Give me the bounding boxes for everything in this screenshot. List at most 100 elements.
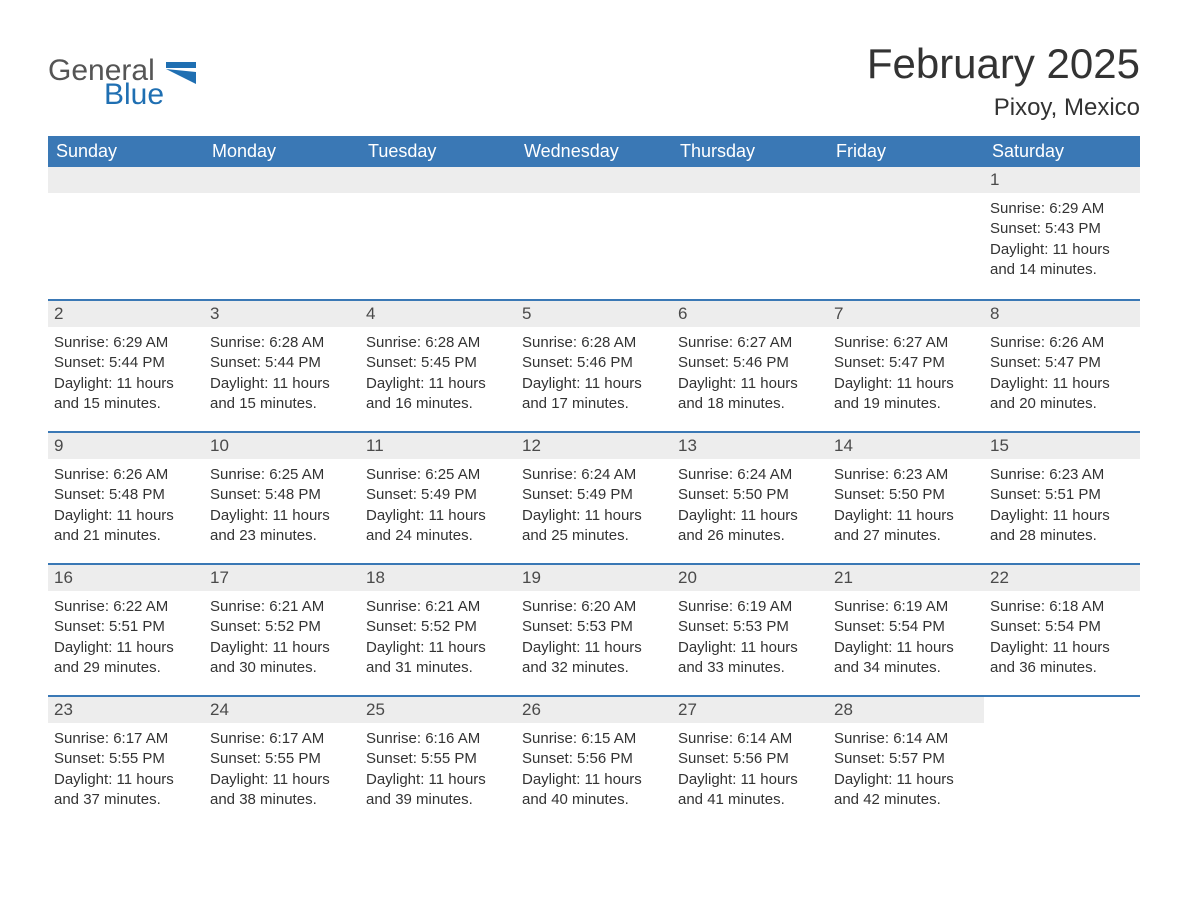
sunset-text: Sunset: 5:55 PM — [210, 749, 354, 769]
day-number: 4 — [360, 301, 516, 327]
day-cell — [516, 167, 672, 291]
sunrise-text: Sunrise: 6:29 AM — [990, 199, 1134, 219]
sunrise-text: Sunrise: 6:29 AM — [54, 333, 198, 353]
sunset-text: Sunset: 5:50 PM — [834, 485, 978, 505]
sunrise-text: Sunrise: 6:21 AM — [366, 597, 510, 617]
title-block: February 2025 Pixoy, Mexico — [867, 40, 1140, 122]
daylight-text: Daylight: 11 hours and 23 minutes. — [210, 506, 354, 547]
day-number: 23 — [48, 697, 204, 723]
day-details: Sunrise: 6:27 AMSunset: 5:47 PMDaylight:… — [828, 327, 984, 414]
daylight-text: Daylight: 11 hours and 37 minutes. — [54, 770, 198, 811]
day-number: 6 — [672, 301, 828, 327]
day-details: Sunrise: 6:17 AMSunset: 5:55 PMDaylight:… — [204, 723, 360, 810]
daylight-text: Daylight: 11 hours and 19 minutes. — [834, 374, 978, 415]
sunset-text: Sunset: 5:47 PM — [990, 353, 1134, 373]
day-cell: 19Sunrise: 6:20 AMSunset: 5:53 PMDayligh… — [516, 565, 672, 687]
day-details: Sunrise: 6:15 AMSunset: 5:56 PMDaylight:… — [516, 723, 672, 810]
day-cell — [48, 167, 204, 291]
day-cell: 10Sunrise: 6:25 AMSunset: 5:48 PMDayligh… — [204, 433, 360, 555]
sunset-text: Sunset: 5:54 PM — [990, 617, 1134, 637]
sunrise-text: Sunrise: 6:24 AM — [678, 465, 822, 485]
day-details: Sunrise: 6:22 AMSunset: 5:51 PMDaylight:… — [48, 591, 204, 678]
sunset-text: Sunset: 5:50 PM — [678, 485, 822, 505]
daylight-text: Daylight: 11 hours and 24 minutes. — [366, 506, 510, 547]
sunrise-text: Sunrise: 6:26 AM — [54, 465, 198, 485]
sunrise-text: Sunrise: 6:19 AM — [678, 597, 822, 617]
sunset-text: Sunset: 5:44 PM — [54, 353, 198, 373]
day-cell: 9Sunrise: 6:26 AMSunset: 5:48 PMDaylight… — [48, 433, 204, 555]
sunset-text: Sunset: 5:53 PM — [522, 617, 666, 637]
sunrise-text: Sunrise: 6:21 AM — [210, 597, 354, 617]
day-details: Sunrise: 6:23 AMSunset: 5:50 PMDaylight:… — [828, 459, 984, 546]
sunrise-text: Sunrise: 6:27 AM — [834, 333, 978, 353]
day-cell: 23Sunrise: 6:17 AMSunset: 5:55 PMDayligh… — [48, 697, 204, 819]
day-details: Sunrise: 6:26 AMSunset: 5:47 PMDaylight:… — [984, 327, 1140, 414]
day-cell: 21Sunrise: 6:19 AMSunset: 5:54 PMDayligh… — [828, 565, 984, 687]
sunrise-text: Sunrise: 6:26 AM — [990, 333, 1134, 353]
logo: General Blue — [48, 58, 196, 107]
day-number: 20 — [672, 565, 828, 591]
daylight-text: Daylight: 11 hours and 41 minutes. — [678, 770, 822, 811]
week-row: 2Sunrise: 6:29 AMSunset: 5:44 PMDaylight… — [48, 299, 1140, 431]
location: Pixoy, Mexico — [867, 94, 1140, 122]
sunrise-text: Sunrise: 6:20 AM — [522, 597, 666, 617]
sunset-text: Sunset: 5:57 PM — [834, 749, 978, 769]
day-details: Sunrise: 6:24 AMSunset: 5:50 PMDaylight:… — [672, 459, 828, 546]
day-details: Sunrise: 6:24 AMSunset: 5:49 PMDaylight:… — [516, 459, 672, 546]
daylight-text: Daylight: 11 hours and 29 minutes. — [54, 638, 198, 679]
sunset-text: Sunset: 5:48 PM — [210, 485, 354, 505]
sunrise-text: Sunrise: 6:23 AM — [990, 465, 1134, 485]
sunset-text: Sunset: 5:49 PM — [522, 485, 666, 505]
day-cell: 3Sunrise: 6:28 AMSunset: 5:44 PMDaylight… — [204, 301, 360, 423]
daylight-text: Daylight: 11 hours and 42 minutes. — [834, 770, 978, 811]
day-number: 9 — [48, 433, 204, 459]
sunset-text: Sunset: 5:54 PM — [834, 617, 978, 637]
daylight-text: Daylight: 11 hours and 40 minutes. — [522, 770, 666, 811]
day-number: 15 — [984, 433, 1140, 459]
weekday-header: Monday — [204, 136, 360, 167]
day-number: 26 — [516, 697, 672, 723]
logo-text: General Blue — [48, 58, 164, 107]
day-cell: 5Sunrise: 6:28 AMSunset: 5:46 PMDaylight… — [516, 301, 672, 423]
day-details: Sunrise: 6:17 AMSunset: 5:55 PMDaylight:… — [48, 723, 204, 810]
sunrise-text: Sunrise: 6:14 AM — [678, 729, 822, 749]
sunrise-text: Sunrise: 6:25 AM — [210, 465, 354, 485]
daylight-text: Daylight: 11 hours and 15 minutes. — [210, 374, 354, 415]
daylight-text: Daylight: 11 hours and 30 minutes. — [210, 638, 354, 679]
day-details: Sunrise: 6:14 AMSunset: 5:56 PMDaylight:… — [672, 723, 828, 810]
day-details: Sunrise: 6:26 AMSunset: 5:48 PMDaylight:… — [48, 459, 204, 546]
day-cell: 11Sunrise: 6:25 AMSunset: 5:49 PMDayligh… — [360, 433, 516, 555]
sunrise-text: Sunrise: 6:25 AM — [366, 465, 510, 485]
header: General Blue February 2025 Pixoy, Mexico — [48, 40, 1140, 122]
daylight-text: Daylight: 11 hours and 26 minutes. — [678, 506, 822, 547]
day-cell: 1Sunrise: 6:29 AMSunset: 5:43 PMDaylight… — [984, 167, 1140, 291]
day-cell: 26Sunrise: 6:15 AMSunset: 5:56 PMDayligh… — [516, 697, 672, 819]
day-cell: 4Sunrise: 6:28 AMSunset: 5:45 PMDaylight… — [360, 301, 516, 423]
day-cell — [828, 167, 984, 291]
day-number — [360, 167, 516, 193]
sunrise-text: Sunrise: 6:17 AM — [210, 729, 354, 749]
sunset-text: Sunset: 5:53 PM — [678, 617, 822, 637]
day-number: 21 — [828, 565, 984, 591]
sunrise-text: Sunrise: 6:24 AM — [522, 465, 666, 485]
day-number — [48, 167, 204, 193]
weeks-container: 1Sunrise: 6:29 AMSunset: 5:43 PMDaylight… — [48, 167, 1140, 827]
logo-text-bottom: Blue — [48, 82, 164, 108]
day-details: Sunrise: 6:21 AMSunset: 5:52 PMDaylight:… — [360, 591, 516, 678]
day-details: Sunrise: 6:29 AMSunset: 5:44 PMDaylight:… — [48, 327, 204, 414]
sunset-text: Sunset: 5:56 PM — [678, 749, 822, 769]
sunrise-text: Sunrise: 6:16 AM — [366, 729, 510, 749]
calendar: SundayMondayTuesdayWednesdayThursdayFrid… — [48, 136, 1140, 827]
day-cell: 18Sunrise: 6:21 AMSunset: 5:52 PMDayligh… — [360, 565, 516, 687]
day-number — [516, 167, 672, 193]
sunset-text: Sunset: 5:52 PM — [366, 617, 510, 637]
day-cell — [204, 167, 360, 291]
flag-icon — [166, 62, 196, 89]
daylight-text: Daylight: 11 hours and 39 minutes. — [366, 770, 510, 811]
day-cell: 28Sunrise: 6:14 AMSunset: 5:57 PMDayligh… — [828, 697, 984, 819]
day-number: 7 — [828, 301, 984, 327]
daylight-text: Daylight: 11 hours and 25 minutes. — [522, 506, 666, 547]
day-cell: 24Sunrise: 6:17 AMSunset: 5:55 PMDayligh… — [204, 697, 360, 819]
day-cell — [672, 167, 828, 291]
sunrise-text: Sunrise: 6:15 AM — [522, 729, 666, 749]
